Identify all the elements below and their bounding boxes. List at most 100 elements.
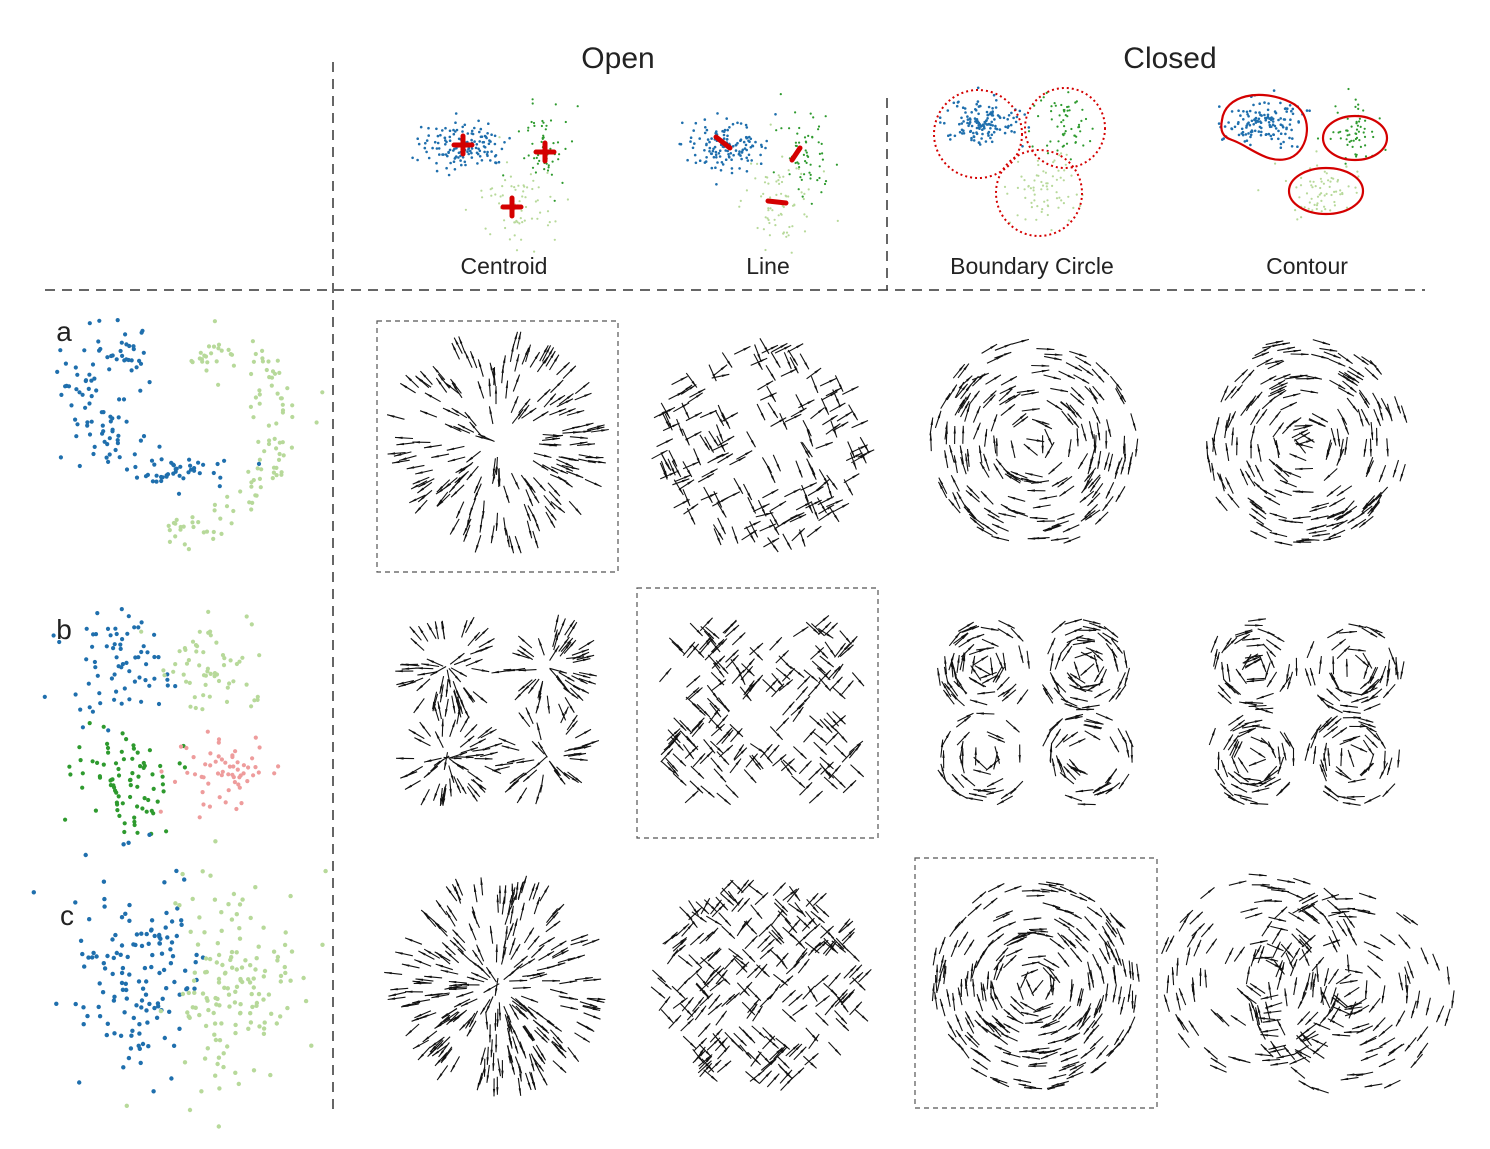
scatter-dot-dark-green bbox=[120, 731, 125, 736]
scatter-dot-light-green bbox=[257, 653, 262, 658]
vector-arrow-head bbox=[1093, 396, 1098, 404]
vector-arrow-head bbox=[1066, 763, 1074, 770]
vector-arrow-head bbox=[1269, 459, 1276, 466]
cluster-dot-light-green bbox=[1046, 213, 1049, 217]
scatter-dot-light-green bbox=[192, 970, 197, 975]
scatter-dot-blue bbox=[139, 1005, 144, 1010]
scatter-dot-dark-green bbox=[158, 763, 163, 769]
cluster-dot-blue bbox=[482, 140, 486, 144]
cluster-dot-dark-green bbox=[535, 156, 538, 159]
cluster-dot-light-green bbox=[533, 250, 536, 253]
vector-arrow-head bbox=[698, 388, 706, 394]
cluster-dot-dark-green bbox=[805, 161, 808, 164]
vector-arrow-head bbox=[803, 676, 810, 683]
scatter-dot-blue bbox=[183, 968, 188, 973]
cluster-dot-light-green bbox=[1017, 160, 1020, 163]
vector-arrow-head bbox=[1233, 771, 1241, 777]
cluster-dot-blue bbox=[1282, 140, 1285, 144]
cluster-dot-blue bbox=[984, 140, 988, 143]
vector-arrow-head bbox=[399, 457, 407, 461]
vector-arrow-head bbox=[773, 745, 780, 752]
scatter-dot-dark-green bbox=[77, 745, 82, 750]
vector-arrow-head bbox=[1287, 347, 1295, 350]
vector-arrow-head bbox=[505, 380, 508, 389]
vector-arrow-head bbox=[1400, 671, 1404, 680]
vector-arrow-head bbox=[839, 715, 846, 722]
vector-arrow-head bbox=[979, 674, 988, 679]
cluster-dot-light-green bbox=[491, 187, 494, 190]
vector-arrow-head bbox=[770, 475, 776, 483]
scatter-dot-light-green bbox=[253, 351, 258, 357]
cluster-dot-light-green bbox=[1333, 200, 1336, 204]
vector-arrow-head bbox=[1363, 671, 1368, 679]
vector-arrow-head bbox=[475, 544, 479, 553]
vector-arrow-head bbox=[952, 661, 955, 669]
vector-arrow-head bbox=[1214, 769, 1220, 777]
cluster-dot-blue bbox=[939, 121, 942, 124]
scatter-dot-light-green bbox=[233, 1022, 238, 1028]
scatter-dot-blue bbox=[140, 986, 146, 991]
vector-arrow-head bbox=[1348, 749, 1352, 758]
vector-arrow-head bbox=[683, 474, 692, 479]
vector-arrow-head bbox=[1234, 794, 1242, 798]
group-label-open: Open bbox=[581, 42, 654, 75]
cluster-dot-blue bbox=[1279, 117, 1282, 120]
scatter-dot-blue bbox=[119, 607, 124, 612]
vector-arrow-head bbox=[801, 626, 809, 632]
cluster-dot-blue bbox=[427, 156, 431, 160]
vector-arrow-head bbox=[463, 534, 468, 542]
vector-arrow-head bbox=[1240, 468, 1245, 477]
vector-arrow-head bbox=[962, 425, 965, 434]
scatter-dot-light-green bbox=[222, 985, 227, 990]
vector-arrow-head bbox=[1279, 386, 1287, 391]
vector-arrow-head bbox=[1083, 360, 1091, 366]
scatter-dot-blue bbox=[119, 340, 124, 345]
cluster-dot-blue bbox=[1271, 117, 1275, 121]
vector-arrow-head bbox=[1361, 698, 1369, 703]
vector-arrow-head bbox=[589, 673, 597, 676]
cluster-dot-blue bbox=[1245, 110, 1249, 114]
cluster-dot-light-green bbox=[523, 219, 526, 222]
vector-arrow-head bbox=[1055, 404, 1062, 410]
vector-arrow-head bbox=[1255, 655, 1263, 658]
vector-arrow-head bbox=[671, 468, 676, 476]
cluster-dot-blue bbox=[1015, 115, 1019, 119]
scatter-dot-blue bbox=[114, 689, 119, 694]
cluster-dot-blue bbox=[438, 153, 441, 156]
scatter-dot-light-green bbox=[256, 991, 262, 997]
scatter-dot-blue bbox=[163, 925, 168, 930]
scatter-dot-blue bbox=[174, 933, 179, 939]
cluster-dot-blue bbox=[760, 145, 764, 148]
cluster-dot-light-green bbox=[548, 221, 551, 224]
vector-arrow-head bbox=[1075, 714, 1083, 718]
cluster-dot-dark-green bbox=[554, 103, 557, 106]
vector-arrow-head bbox=[834, 514, 839, 522]
scatter-dot-dark-green bbox=[117, 813, 122, 819]
scatter-dot-blue bbox=[77, 1080, 82, 1085]
scatter-dot-blue bbox=[90, 362, 96, 367]
scatter-dot-blue bbox=[152, 462, 157, 467]
scatter-dot-blue bbox=[137, 1021, 142, 1027]
vector-arrow-head bbox=[410, 638, 418, 645]
scatter-dot-pink bbox=[246, 765, 251, 770]
cluster-dot-dark-green bbox=[1040, 99, 1043, 102]
scatter-dot-pink bbox=[201, 802, 206, 807]
vector-arrow-head bbox=[716, 454, 724, 459]
scatter-dot-pink bbox=[230, 772, 235, 777]
vector-arrow-head bbox=[450, 379, 456, 386]
scatter-dot-light-green bbox=[249, 991, 254, 997]
vector-arrow-head bbox=[1391, 657, 1396, 665]
vector-arrow-head bbox=[1324, 786, 1332, 792]
vector-arrow-head bbox=[820, 737, 827, 743]
scatter-dot-light-green bbox=[161, 668, 166, 673]
cluster-dot-dark-green bbox=[558, 153, 561, 156]
cluster-dot-light-green bbox=[1060, 152, 1063, 155]
vector-arrow-head bbox=[554, 489, 560, 497]
vector-arrow-head bbox=[417, 487, 425, 493]
scatter-dot-blue bbox=[165, 935, 170, 940]
scatter-dot-light-green bbox=[203, 354, 209, 359]
scatter-dot-blue bbox=[119, 665, 124, 670]
vector-arrow-head bbox=[1245, 701, 1253, 704]
cluster-dot-light-green bbox=[1041, 208, 1044, 211]
cluster-dot-blue bbox=[1305, 109, 1309, 112]
